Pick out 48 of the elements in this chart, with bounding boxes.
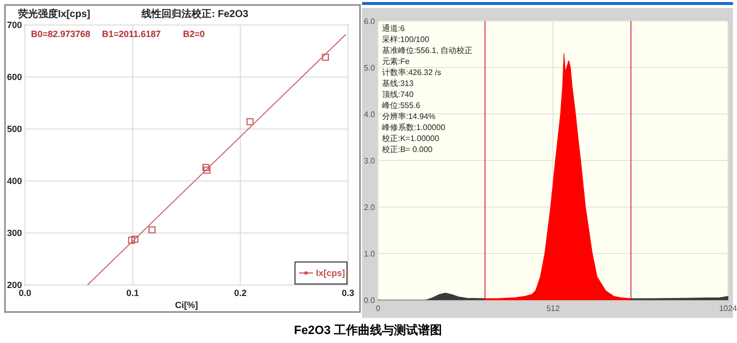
annotation: 分辨率:14.94% <box>382 112 436 121</box>
y-tick-label: 3.0 <box>364 156 376 166</box>
y-tick-label: 600 <box>6 72 22 82</box>
x-tick-label: 0.3 <box>342 288 354 298</box>
point <box>202 164 210 171</box>
y-tick-label: 5.0 <box>364 64 376 72</box>
x-tick-label: 0 <box>376 304 381 313</box>
x-tick-label: 1024 <box>719 304 737 313</box>
annotation: 顶线:740 <box>382 90 414 99</box>
annotation: 校正:K=1.00000 <box>381 134 440 143</box>
x-tick-label: 512 <box>546 304 560 313</box>
annotation: B2=0 <box>183 29 205 39</box>
point <box>128 236 136 244</box>
y-tick-label: 6.0 <box>364 17 376 26</box>
y-axis-title: 荧光强度Ix[cps] <box>17 8 90 20</box>
chart-title: 线性回归法校正: Fe2O3 <box>140 8 249 20</box>
x-tick-label: 0.2 <box>234 288 247 298</box>
annotation: 峰修系数:1.00000 <box>382 123 446 132</box>
point <box>322 54 329 61</box>
y-tick-label: 4.0 <box>364 110 376 119</box>
y-tick-label: 500 <box>6 124 22 134</box>
point <box>246 118 254 126</box>
y-tick-label: 300 <box>6 228 22 238</box>
y-tick-label: 0.0 <box>364 296 376 305</box>
legend: Ix[cps] <box>294 262 348 284</box>
annotation: 校正:B= 0.000 <box>381 145 434 154</box>
annotation: 峰位:555.6 <box>382 101 421 110</box>
annotation: 元素:Fe <box>382 57 410 66</box>
annotation: B1=2011.6187 <box>102 29 161 39</box>
annotation: B0=82.973768 <box>31 29 90 39</box>
x-tick-label: 0.1 <box>126 288 139 298</box>
legend-label: Ix[cps] <box>316 268 346 278</box>
y-tick-label: 200 <box>6 280 22 290</box>
annotation: 采样:100/100 <box>382 35 430 44</box>
y-tick-label: 400 <box>6 176 22 186</box>
y-tick-label: 700 <box>6 20 22 30</box>
point <box>131 236 138 243</box>
x-tick-label: 0.0 <box>18 288 32 298</box>
point <box>203 166 210 174</box>
annotation: 基线:313 <box>382 79 414 88</box>
annotation: 基准峰位:556.1, 自动校正 <box>382 46 473 55</box>
y-tick-label: 1.0 <box>364 250 376 258</box>
annotation: 计数率:426.32 /s <box>382 68 442 77</box>
annotation: 通道:6 <box>382 24 406 33</box>
text: Fe2O3 工作曲线与测试谱图 <box>294 323 442 337</box>
point <box>148 226 156 234</box>
x-axis-title: Ci[%] <box>175 300 198 310</box>
y-tick-label: 2.0 <box>364 203 376 212</box>
